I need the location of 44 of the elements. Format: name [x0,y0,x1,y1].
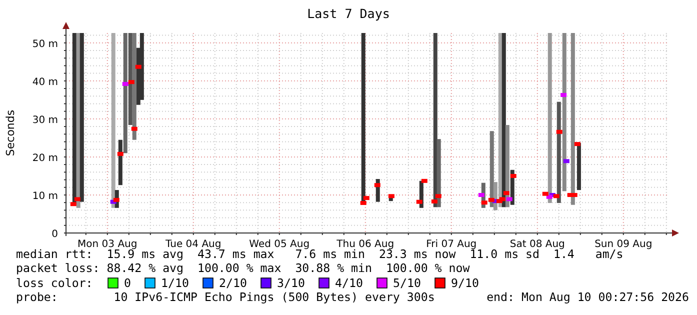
legend-label: 9/10 [451,276,479,290]
legend-title: loss color: [16,276,93,290]
y-tick-label: 30 m [32,114,58,126]
chart-title: Last 7 Days [307,6,390,21]
x-tick-label: Tue 04 Aug [164,239,222,250]
legend-label: 5/10 [393,276,421,290]
text: packet loss: 88.42 % avg 100.00 % max 30.88 % min 100.00 % now [16,261,470,275]
legend-label: 1/10 [161,276,189,290]
legend-label: 2/10 [219,276,247,290]
y-tick-label: 40 m [32,76,58,88]
bar [570,33,575,205]
bar [505,125,510,208]
bar [118,140,122,186]
text: probe: 10 IPv6-ICMP Echo Pings (500 Bytes) every 300s [16,290,435,304]
x-tick-label: Thu 06 Aug [336,239,394,250]
x-tick-label: Sun 09 Aug [594,239,652,250]
y-axis-title: Seconds [4,110,17,156]
x-tick-label: Fri 07 Aug [426,239,477,250]
x-tick-label: Sat 08 Aug [510,239,565,250]
bar [502,33,506,208]
y-tick-label: 50 m [32,38,58,50]
bar [556,102,561,203]
y-tick-label: 10 m [32,190,58,202]
legend-label: 3/10 [277,276,305,290]
bar [123,33,128,154]
bar [548,33,552,203]
bar [361,33,366,203]
text: end: Mon Aug 10 00:27:56 2026 [486,290,690,304]
bar [128,33,132,126]
bar [80,33,84,202]
bar [72,33,76,205]
bar [111,33,116,208]
y-tick-label: 0 [52,229,58,240]
bar [436,139,441,208]
bar [576,142,581,190]
bar [433,33,438,208]
legend-label: 0 [124,276,131,290]
bar [562,33,566,192]
bar [490,131,494,208]
x-tick-label: Mon 03 Aug [78,239,138,250]
legend-label: 4/10 [335,276,363,290]
bar [132,33,136,140]
y-tick-label: 20 m [32,152,58,164]
x-tick-label: Wed 05 Aug [249,239,310,250]
